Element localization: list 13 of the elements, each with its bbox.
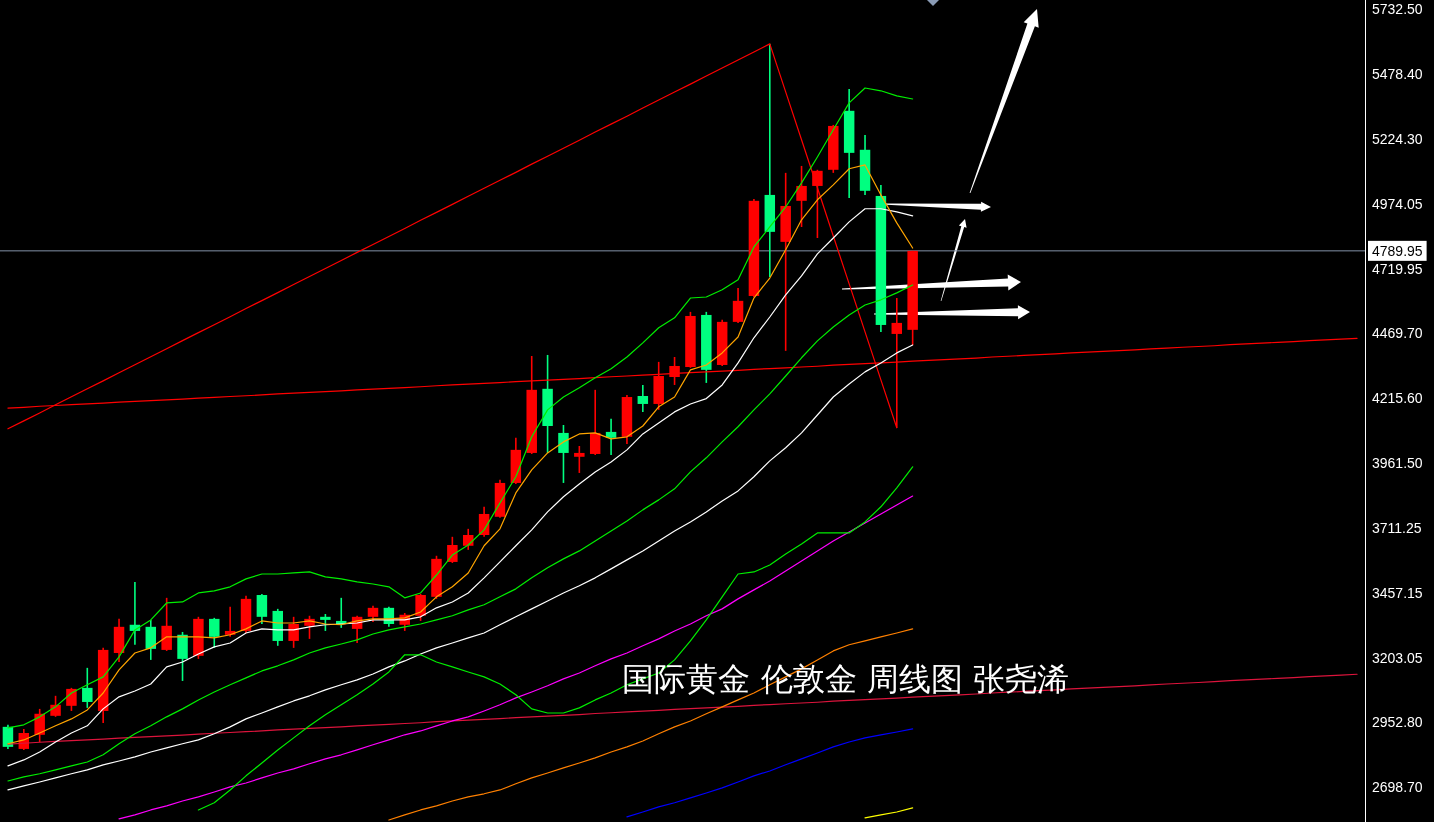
- y-tick-label: 5732.50: [1372, 1, 1423, 18]
- y-tick-label: 4974.05: [1372, 195, 1423, 212]
- y-tick-label: 3711.25: [1372, 519, 1422, 536]
- y-tick-label: 4469.70: [1372, 324, 1423, 341]
- y-tick-label: 3203.05: [1372, 649, 1423, 666]
- y-tick-label: 3457.15: [1372, 584, 1423, 601]
- y-tick-label: 2952.80: [1372, 714, 1423, 731]
- y-tick-label: 4719.95: [1372, 260, 1423, 277]
- y-tick-label: 4215.60: [1372, 390, 1423, 407]
- y-tick-label: 5478.40: [1372, 66, 1423, 83]
- y-tick-label: 3961.50: [1372, 455, 1423, 472]
- y-tick-label: 2698.70: [1372, 779, 1423, 796]
- y-tick-label: 5224.30: [1372, 131, 1423, 148]
